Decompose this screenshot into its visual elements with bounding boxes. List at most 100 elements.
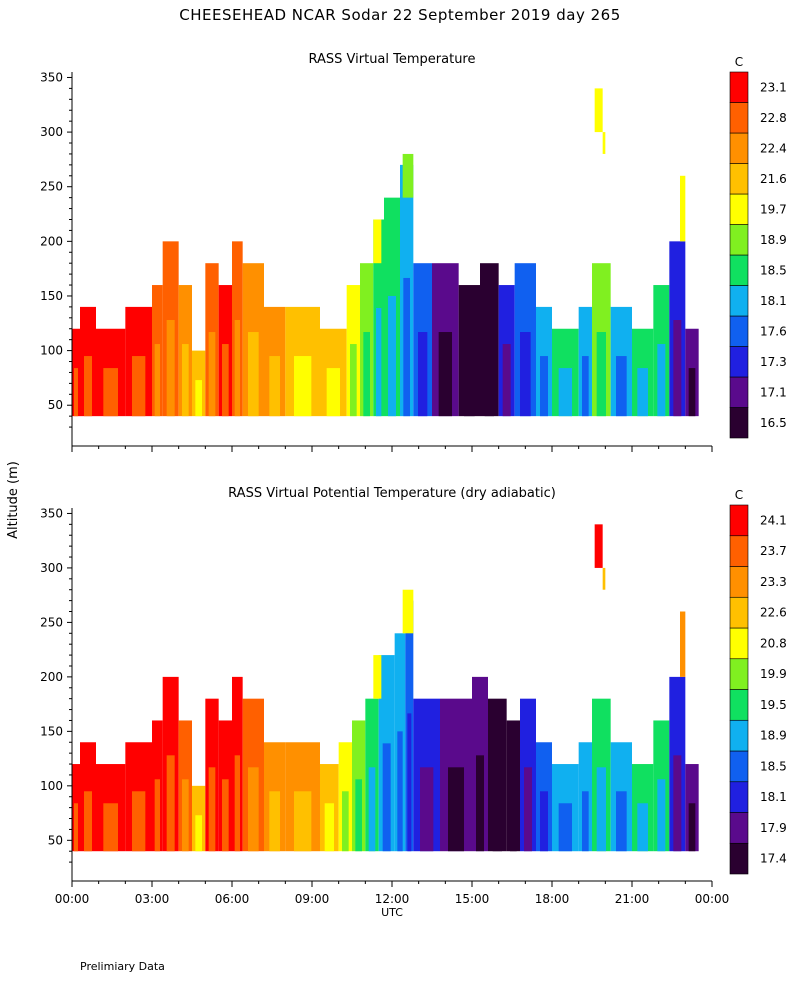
heat-cell (520, 332, 531, 417)
heat-cell (558, 803, 572, 852)
colorbar-label: 22.6 (760, 606, 787, 620)
heat-cell (154, 344, 160, 417)
heat-cell (248, 767, 259, 852)
x-tick-label: 09:00 (295, 892, 330, 906)
x-tick-label: 00:00 (695, 892, 730, 906)
colorbar-swatch (729, 689, 749, 721)
heat-patch (594, 88, 603, 133)
colorbar-swatch (729, 163, 749, 195)
heat-cell (132, 356, 146, 417)
heat-cell (582, 791, 589, 852)
heat-cell (397, 731, 403, 852)
panel-2-field (72, 524, 699, 852)
heat-cell (616, 791, 627, 852)
heat-cell (484, 332, 494, 417)
colorbar-label: 18.9 (760, 729, 787, 743)
colorbar-label: 23.3 (760, 575, 787, 589)
heat-cell (492, 767, 502, 852)
heat-cell (208, 767, 216, 852)
x-tick-label: 12:00 (375, 892, 410, 906)
y-tick-label: 250 (40, 615, 63, 629)
heat-patch (594, 524, 603, 568)
colorbar-swatch (729, 376, 749, 408)
heat-cell (84, 791, 92, 852)
y-tick-label: 250 (40, 180, 63, 194)
heat-cell (234, 320, 240, 417)
heat-patch (402, 153, 414, 198)
heat-cell (248, 332, 259, 417)
colorbar-swatch (729, 346, 749, 378)
heat-cell (673, 755, 682, 852)
heat-cell (448, 767, 464, 852)
heat-cell (269, 356, 280, 417)
heat-cell (355, 779, 362, 852)
heat-cell (420, 767, 434, 852)
heat-cell (269, 791, 280, 852)
heat-cell (195, 380, 202, 417)
colorbar-swatch (729, 627, 749, 660)
heat-cell (342, 791, 349, 852)
heat-cell (637, 368, 648, 417)
x-tick-label: 03:00 (135, 892, 170, 906)
main-title: CHEESEHEAD NCAR Sodar 22 September 2019 … (179, 6, 621, 24)
heat-cell (166, 755, 175, 852)
panel-title: RASS Virtual Potential Temperature (dry … (228, 486, 556, 501)
colorbar-swatch (729, 596, 749, 629)
colorbar-swatch (729, 285, 749, 317)
heat-cell (407, 713, 412, 852)
heat-cell (510, 779, 517, 852)
heat-cell (540, 356, 548, 417)
heat-cell (476, 755, 484, 852)
heat-cell (324, 803, 334, 852)
heat-cell (502, 344, 511, 417)
colorbar-label: 16.5 (760, 416, 787, 430)
heat-cell (132, 791, 146, 852)
heat-cell (382, 743, 391, 852)
colorbar-label: 19.5 (760, 698, 787, 712)
heat-patch (373, 655, 382, 699)
colorbar-label: 22.8 (760, 111, 787, 125)
heat-cell (637, 803, 648, 852)
heat-patch (680, 175, 686, 242)
heat-cell (182, 779, 189, 852)
heat-cell (195, 815, 202, 852)
heat-patch (402, 589, 414, 634)
colorbar-label: 17.9 (760, 821, 787, 835)
colorbar-swatch (729, 750, 749, 783)
colorbar-swatch (729, 71, 749, 103)
heat-cell (368, 767, 376, 852)
heat-cell (74, 368, 78, 417)
colorbar-swatch (729, 193, 749, 225)
heat-cell (294, 356, 312, 417)
heat-cell (582, 356, 589, 417)
heat-patch (373, 219, 382, 264)
colorbar-label: 24.1 (760, 513, 787, 527)
x-tick-label: 15:00 (455, 892, 490, 906)
heat-cell (558, 368, 572, 417)
heat-cell (464, 344, 475, 417)
colorbar-unit: C (735, 488, 743, 502)
heat-cell (673, 320, 682, 417)
colorbar-label: 18.1 (760, 790, 787, 804)
x-axis-label: UTC (381, 906, 403, 919)
y-tick-label: 350 (40, 70, 63, 84)
heat-cell (84, 356, 92, 417)
colorbar-label: 18.1 (760, 294, 787, 308)
colorbar-label: 23.1 (760, 80, 787, 94)
panel-2 (67, 504, 749, 887)
y-tick-label: 300 (40, 125, 63, 139)
heat-cell (154, 779, 160, 852)
colorbar-label: 18.5 (760, 759, 787, 773)
y-tick-label: 350 (40, 506, 63, 520)
heat-cell (103, 368, 118, 417)
x-tick-label: 21:00 (615, 892, 650, 906)
heat-cell (166, 320, 175, 417)
colorbar-swatch (729, 102, 749, 134)
colorbar-swatch (729, 407, 749, 439)
heat-cell (74, 803, 78, 852)
heat-cell (596, 332, 606, 417)
colorbar-swatch (729, 254, 749, 286)
colorbar-swatch (729, 566, 749, 598)
heat-cell (326, 368, 340, 417)
